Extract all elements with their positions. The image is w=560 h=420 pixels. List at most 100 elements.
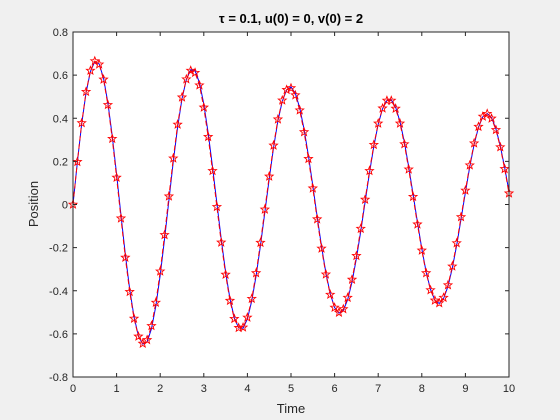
star-marker (141, 334, 153, 345)
star-marker (455, 211, 467, 222)
star-marker (80, 86, 92, 97)
star-marker (259, 204, 271, 214)
star-marker (159, 229, 170, 240)
x-tick-label: 5 (288, 383, 294, 395)
x-tick-label: 0 (70, 383, 76, 395)
star-marker (316, 243, 327, 253)
star-marker (311, 213, 323, 224)
star-marker (264, 171, 275, 181)
star-marker (368, 139, 380, 150)
star-marker (451, 237, 462, 248)
star-marker (250, 267, 262, 278)
x-tick-label: 3 (201, 383, 207, 395)
star-marker (325, 289, 336, 300)
star-marker (460, 185, 471, 195)
star-marker (285, 82, 297, 93)
star-marker (355, 223, 366, 234)
star-marker (115, 212, 127, 223)
star-marker (495, 141, 506, 152)
star-marker (237, 321, 249, 332)
star-marker (76, 117, 87, 128)
star-marker (181, 73, 192, 84)
x-axis-label: Time (277, 401, 305, 416)
star-marker (399, 138, 410, 149)
star-marker (499, 163, 510, 174)
star-marker (373, 117, 384, 128)
y-tick-label: 0.2 (53, 156, 68, 168)
star-marker (272, 113, 284, 124)
star-marker (220, 269, 231, 279)
star-marker (442, 279, 454, 290)
star-marker (438, 292, 449, 303)
star-marker (434, 297, 445, 308)
y-tick-label: -0.4 (49, 286, 68, 298)
star-marker (229, 313, 240, 324)
star-marker (486, 113, 497, 123)
star-marker (329, 302, 340, 312)
y-tick-label: 0.6 (53, 70, 68, 82)
star-marker (468, 137, 480, 148)
star-marker (207, 165, 218, 176)
star-marker (416, 244, 427, 255)
y-tick-label: 0.4 (53, 113, 68, 125)
star-marker (211, 201, 223, 212)
y-tick-label: -0.2 (49, 243, 68, 255)
star-marker (359, 194, 371, 204)
x-tick-label: 1 (114, 383, 120, 395)
star-marker (189, 67, 201, 78)
y-tick-label: -0.6 (49, 329, 68, 341)
star-marker (490, 124, 502, 135)
star-marker (172, 119, 183, 129)
star-marker (477, 111, 489, 121)
star-marker (128, 313, 140, 323)
star-marker (338, 303, 349, 314)
star-marker (168, 152, 179, 163)
star-marker (155, 265, 166, 276)
star-marker (403, 163, 414, 174)
star-marker (342, 292, 353, 303)
star-marker (185, 65, 196, 75)
star-marker (146, 320, 157, 331)
star-marker (473, 121, 484, 132)
tick-layer: 0 1 2 3 4 5 6 7 8 9 10 -0.8 -0.6 -0.4 -0.2 0 0.2 0.4 0.6 0.… (49, 27, 515, 395)
star-marker (233, 322, 244, 333)
star-marker (176, 91, 188, 102)
star-marker (242, 312, 253, 322)
x-tick-label: 9 (462, 383, 468, 395)
x-tick-label: 10 (503, 383, 515, 395)
star-marker (386, 95, 397, 105)
star-marker (194, 79, 205, 90)
star-marker (124, 286, 135, 297)
star-marker (102, 99, 114, 110)
star-marker (390, 103, 401, 113)
star-marker (255, 237, 266, 248)
star-marker (412, 218, 423, 229)
star-marker (394, 117, 406, 128)
star-marker (246, 293, 257, 304)
x-tick-label: 7 (375, 383, 381, 395)
star-marker (407, 191, 419, 202)
star-marker (447, 260, 458, 271)
chart-title: τ = 0.1, u(0) = 0, v(0) = 2 (219, 11, 363, 26)
star-marker (425, 284, 436, 295)
star-marker (268, 139, 279, 150)
star-marker (202, 131, 214, 142)
star-marker (224, 295, 236, 306)
x-tick-label: 2 (157, 383, 163, 395)
star-marker (163, 190, 175, 201)
star-marker (482, 108, 493, 119)
star-marker (290, 89, 301, 100)
star-marker (111, 172, 122, 182)
star-marker (364, 165, 375, 176)
x-tick-label: 6 (332, 383, 338, 395)
star-marker (303, 153, 314, 164)
star-marker (346, 274, 358, 284)
y-tick-label: 0 (62, 200, 68, 212)
star-marker (420, 267, 432, 278)
series-layer (67, 55, 515, 348)
star-marker (93, 58, 105, 69)
star-marker (377, 102, 388, 113)
y-tick-label: -0.8 (49, 372, 68, 384)
star-marker (85, 65, 96, 75)
